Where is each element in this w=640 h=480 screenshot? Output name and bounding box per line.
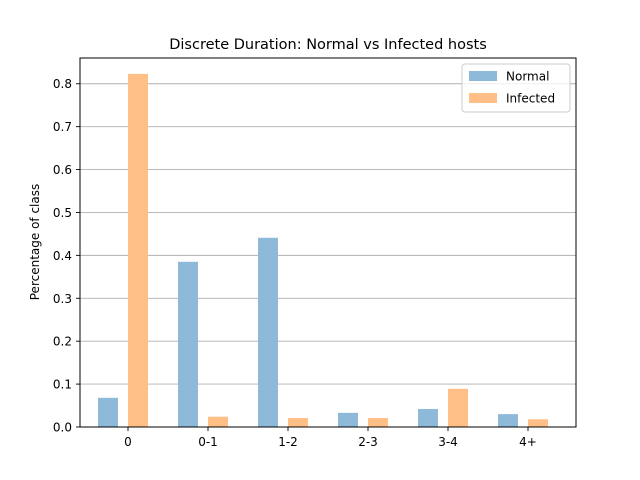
legend: Normal Infected (461, 63, 571, 113)
bar-normal-3-4 (418, 408, 438, 427)
legend-label-normal: Normal (506, 70, 549, 84)
y-tick-label: 0.4 (53, 249, 72, 263)
legend-swatch-infected (469, 93, 497, 103)
y-tick-label: 0.5 (53, 206, 72, 220)
y-tick-label: 0.8 (53, 77, 72, 91)
x-tick-label: 1-2 (278, 435, 298, 449)
bar-normal-4+ (498, 414, 518, 427)
bar-normal-1-2 (258, 237, 278, 427)
bar-infected-4+ (528, 419, 548, 427)
y-axis: 0.0 0.1 0.2 0.3 0.4 0.5 0.6 0.7 0.8 (53, 77, 80, 435)
bar-infected-0-1 (208, 416, 228, 427)
x-tick-label: 4+ (519, 435, 537, 449)
bar-normal-0-1 (178, 261, 198, 427)
x-axis: 0 0-1 1-2 2-3 3-4 4+ (124, 427, 537, 449)
bar-normal-0 (98, 397, 118, 427)
x-tick-label: 0 (124, 435, 132, 449)
y-axis-label: Percentage of class (28, 184, 42, 301)
bars (98, 73, 548, 427)
y-tick-label: 0.0 (53, 421, 72, 435)
x-tick-label: 3-4 (438, 435, 458, 449)
y-tick-label: 0.2 (53, 335, 72, 349)
bar-infected-3-4 (448, 388, 468, 427)
legend-label-infected: Infected (506, 92, 555, 106)
legend-swatch-normal (469, 71, 497, 81)
y-tick-label: 0.6 (53, 163, 72, 177)
y-tick-label: 0.7 (53, 120, 72, 134)
chart-title: Discrete Duration: Normal vs Infected ho… (169, 37, 487, 53)
x-tick-label: 0-1 (198, 435, 218, 449)
y-tick-label: 0.1 (53, 378, 72, 392)
bar-normal-2-3 (338, 412, 358, 427)
y-tick-label: 0.3 (53, 292, 72, 306)
x-tick-label: 2-3 (358, 435, 378, 449)
bar-infected-1-2 (288, 417, 308, 427)
plot-frame (79, 57, 577, 428)
bar-infected-0 (128, 73, 148, 427)
bar-infected-2-3 (368, 417, 388, 427)
